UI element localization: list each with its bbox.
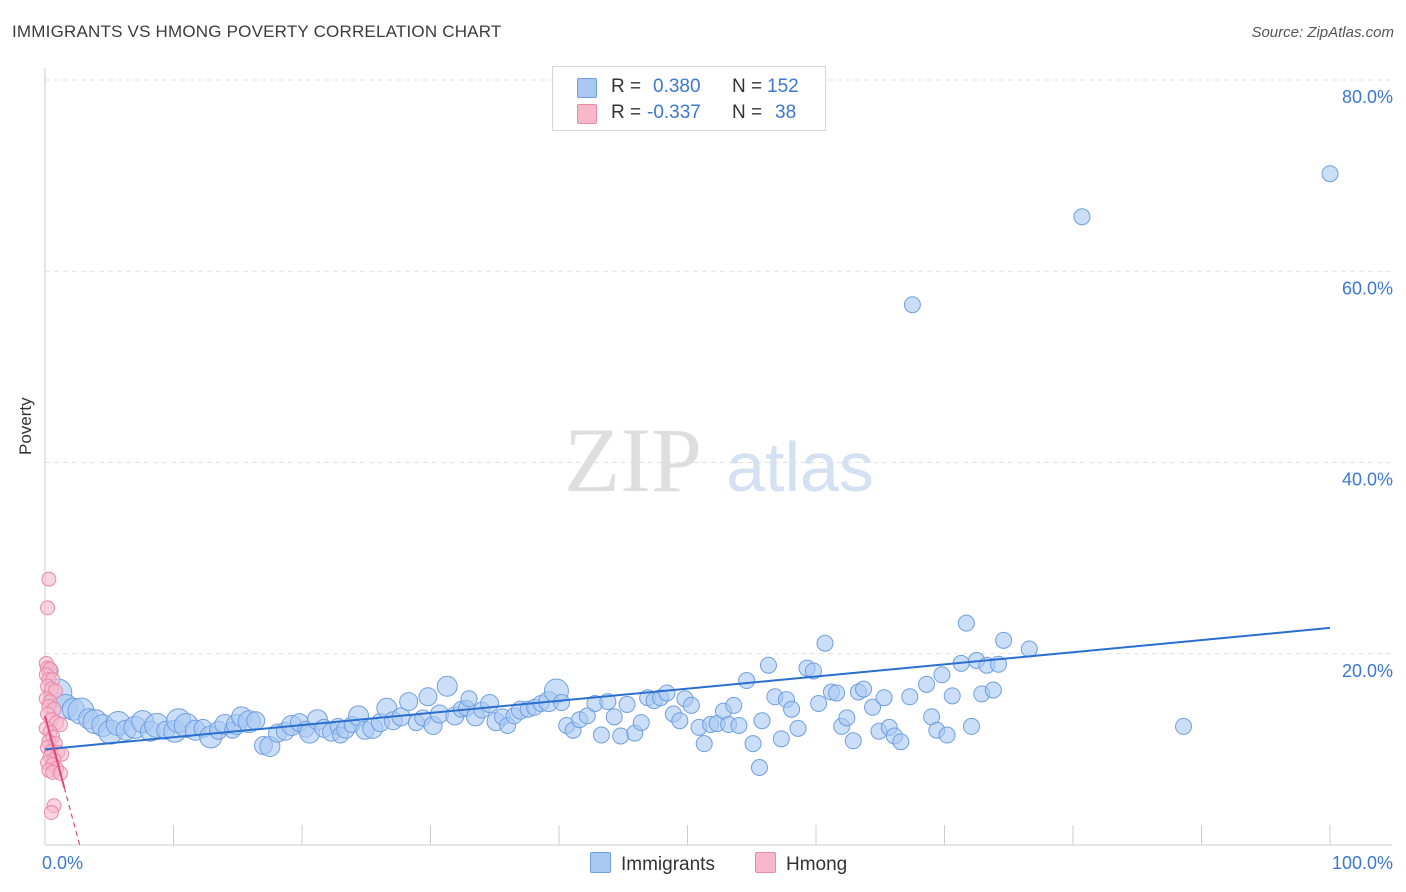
immigrants-point	[772, 730, 790, 748]
bottom-legend-swatch-hmong	[755, 852, 776, 873]
immigrants-point	[399, 692, 419, 712]
immigrants-point	[918, 675, 936, 693]
immigrants-point	[984, 681, 1002, 699]
tick-labels: 20.0% 40.0% 60.0% 80.0% 0.0% 100.0%	[42, 87, 1393, 873]
immigrants-point	[578, 707, 596, 725]
immigrants-point	[725, 696, 743, 714]
legend-r-label: R =	[611, 102, 642, 123]
immigrants-point	[844, 732, 862, 750]
immigrants-point	[962, 717, 980, 735]
bottom-legend-label-immigrants: Immigrants	[621, 854, 715, 875]
hmong-point	[43, 804, 59, 820]
y-axis-label: Poverty	[16, 397, 35, 455]
legend-n-label: N =	[732, 102, 763, 123]
immigrants-point	[759, 656, 777, 674]
bottom-legend-label-hmong: Hmong	[786, 854, 848, 875]
immigrants-point	[933, 666, 951, 684]
x-tick-label: 0.0%	[42, 853, 83, 873]
immigrants-point	[1073, 208, 1091, 226]
legend-r-value: -0.337	[647, 102, 701, 123]
immigrants-point	[612, 727, 630, 745]
immigrants-point	[618, 695, 636, 713]
immigrants-point	[730, 716, 748, 734]
trend-lines	[44, 626, 1331, 846]
immigrants-point	[957, 614, 975, 632]
hmong-point	[52, 717, 68, 733]
bottom-legend-hmong: Hmong	[755, 852, 847, 876]
source-label: Source: ZipAtlas.com	[1251, 24, 1394, 41]
immigrants-point	[418, 687, 438, 707]
immigrants-point	[744, 735, 762, 753]
immigrants-point	[943, 687, 961, 705]
immigrants-point	[738, 672, 756, 690]
legend-n-value: 38	[775, 102, 797, 123]
immigrants-point	[480, 693, 500, 713]
bottom-legend-swatch-immigrants	[590, 852, 611, 873]
immigrants-point	[436, 675, 458, 697]
immigrants-point	[632, 714, 650, 732]
immigrants-point	[605, 708, 623, 726]
hmong-trend-extension	[63, 787, 81, 846]
legend-n-value: 152	[767, 76, 799, 97]
immigrants-point	[892, 733, 910, 751]
immigrants-point	[783, 700, 801, 718]
immigrants-point	[750, 759, 768, 777]
legend-swatch-hmong	[577, 104, 597, 124]
x-tick-label: 100.0%	[1332, 853, 1393, 873]
y-tick-label: 80.0%	[1342, 87, 1393, 107]
immigrants-point	[753, 712, 771, 730]
hmong-point	[41, 571, 57, 587]
bottom-legend-immigrants: Immigrants	[590, 852, 715, 876]
chart-title: IMMIGRANTS VS HMONG POVERTY CORRELATION …	[12, 22, 502, 41]
immigrants-point	[995, 631, 1013, 649]
immigrants-point	[828, 684, 846, 702]
legend-n-label: N =	[732, 76, 763, 97]
immigrants-point	[658, 684, 676, 702]
immigrants-point	[816, 634, 834, 652]
immigrants-point	[901, 688, 919, 706]
immigrants-trend-line	[44, 626, 1331, 751]
immigrants-point	[553, 694, 571, 712]
immigrants-point	[789, 719, 807, 737]
watermark-zip: ZIP	[564, 409, 702, 511]
hmong-trend-line	[44, 715, 66, 788]
immigrants-point	[864, 698, 882, 716]
watermark-atlas: atlas	[726, 428, 874, 506]
y-tick-label: 20.0%	[1342, 661, 1393, 681]
immigrants-point	[804, 662, 822, 680]
immigrants-point	[246, 711, 266, 731]
immigrants-point	[855, 680, 873, 698]
immigrants-point	[695, 735, 713, 753]
immigrants-point	[838, 709, 856, 727]
immigrants-point	[682, 696, 700, 714]
immigrants-point	[810, 694, 828, 712]
immigrants-point	[903, 296, 921, 314]
y-tick-label: 60.0%	[1342, 278, 1393, 298]
legend-r-value: 0.380	[653, 76, 701, 97]
immigrants-point	[938, 726, 956, 744]
correlation-legend: R = 0.380 N = 152 R = -0.337 N = 38	[552, 66, 826, 131]
immigrants-point	[671, 712, 689, 730]
legend-r-label: R =	[611, 76, 642, 97]
immigrants-point	[1020, 640, 1038, 658]
immigrants-point	[592, 726, 610, 744]
gridlines	[45, 79, 1392, 655]
immigrants-point	[1321, 165, 1339, 183]
immigrants-point	[1175, 717, 1193, 735]
hmong-point	[40, 600, 56, 616]
legend-swatch-immigrants	[577, 78, 597, 98]
immigrants-point	[460, 690, 478, 708]
y-tick-label: 40.0%	[1342, 470, 1393, 490]
immigrants-point	[875, 689, 893, 707]
